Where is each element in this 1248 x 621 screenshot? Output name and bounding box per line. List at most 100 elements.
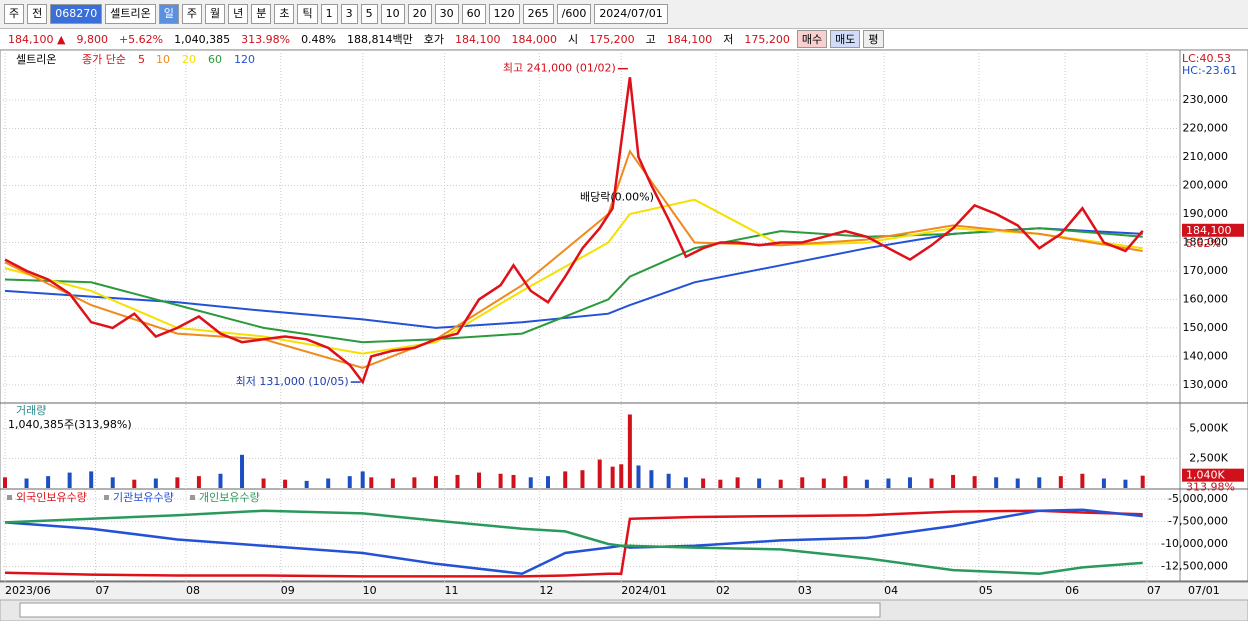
toolbar-item[interactable]: /600 (556, 4, 592, 24)
hc-label: HC:-23.61 (1182, 64, 1237, 77)
toolbar-item[interactable]: 265 (522, 4, 554, 24)
volume-bar (3, 477, 7, 488)
volume-bar (326, 478, 331, 488)
volume-bar (283, 479, 288, 488)
volume-bar (175, 477, 180, 488)
x-tick-label: 08 (186, 584, 200, 597)
volume-bar (1058, 476, 1063, 488)
volume-bar (369, 477, 374, 488)
volume-bar (89, 471, 94, 488)
volume-bar (627, 414, 632, 488)
x-tick-label: 2023/06 (5, 584, 51, 597)
volume-bar (477, 472, 482, 488)
y-tick-label: 2,500K (1189, 451, 1228, 464)
toolbar-item[interactable]: 10 (380, 4, 405, 24)
y-tick-label: 130,000 (1183, 378, 1229, 391)
info-item[interactable]: 매수 (796, 30, 828, 48)
legend-entry: 10 (156, 53, 170, 66)
legend-swatch (104, 495, 109, 500)
volume-bar (886, 478, 891, 488)
y-tick-label: 5,000K (1189, 422, 1228, 435)
toolbar-item[interactable]: 년 (228, 4, 249, 24)
x-tick-label: 2024/01 (621, 584, 667, 597)
volume-last-label: 1,040K (1186, 469, 1225, 482)
y-tick-label: 140,000 (1183, 349, 1229, 362)
x-tick-label: 09 (281, 584, 295, 597)
x-tick-label: 05 (979, 584, 993, 597)
volume-bar (1037, 477, 1042, 488)
volume-bar (1080, 473, 1085, 488)
toolbar-item[interactable]: 주 (4, 4, 25, 24)
toolbar-item[interactable]: 주 (181, 4, 202, 24)
info-item: 저 (723, 33, 734, 46)
toolbar-item[interactable]: 20 (407, 4, 432, 24)
y-tick-label: -10,000,000 (1161, 537, 1228, 550)
x-tick-label: 12 (539, 584, 553, 597)
legend-entry: 120 (234, 53, 255, 66)
volume-bar (1015, 478, 1020, 488)
x-tick-label: 03 (798, 584, 812, 597)
toolbar-item[interactable]: 셀트리온 (105, 4, 156, 24)
x-tick-label: 07/01 (1188, 584, 1220, 597)
series-line (4, 509, 1143, 578)
series-line (4, 198, 1143, 355)
info-item: 1,040,385 (174, 32, 231, 46)
info-item: 175,200 (589, 32, 635, 46)
y-tick-label: 170,000 (1183, 264, 1229, 277)
volume-bar (701, 478, 706, 488)
volume-bar (304, 480, 309, 488)
x-tick-label: 07 (95, 584, 109, 597)
toolbar-item[interactable]: 60 (461, 4, 486, 24)
price-tag (1182, 223, 1244, 237)
series-line (4, 509, 1143, 575)
volume-bar (1140, 475, 1145, 488)
volume-bar (46, 476, 51, 488)
toolbar-item[interactable]: 30 (434, 4, 459, 24)
info-item[interactable]: 매도 (830, 30, 861, 48)
y-tick-label: 200,000 (1183, 178, 1229, 191)
volume-bar (619, 464, 624, 488)
info-item: 9,800 (76, 32, 108, 46)
annotation: 최고 241,000 (01/02) (503, 62, 616, 75)
y-tick-label: -5,000,000 (1168, 492, 1228, 505)
volume-bar (240, 454, 245, 488)
toolbar: 주 전 068270 셀트리온 일 주 월 년 분 초 틱 1 3 5 10 20 30 60 120 265/600… (0, 2, 668, 26)
toolbar-item[interactable]: 120 (488, 4, 520, 24)
info-item: 188,814백만 (347, 33, 413, 46)
toolbar-item[interactable]: 3 (340, 4, 358, 24)
volume-bar (610, 466, 615, 488)
volume-bar (360, 471, 365, 488)
annotation: 배당락(0.00%) (580, 190, 654, 203)
toolbar-item[interactable]: 전 (27, 4, 48, 24)
volume-bar (649, 470, 654, 488)
volume-bar (412, 477, 417, 488)
legend-entry: 기관보유수량 (113, 491, 174, 504)
volume-bar (864, 479, 869, 488)
info-item: 시 (568, 33, 579, 46)
y-tick-label: 190,000 (1183, 207, 1229, 220)
volume-bar (778, 479, 783, 488)
info-item[interactable]: 평 (863, 30, 884, 48)
info-item: 호가 (423, 33, 444, 46)
toolbar-item[interactable]: 1 (320, 4, 338, 24)
series-line (4, 227, 1143, 344)
toolbar-item[interactable]: 5 (360, 4, 378, 24)
toolbar-item[interactable]: 분 (251, 4, 272, 24)
volume-bar (907, 477, 912, 488)
toolbar-item[interactable]: 틱 (297, 4, 318, 24)
lc-label: LC:40.53 (1182, 52, 1231, 65)
toolbar-item[interactable]: 068270 (50, 4, 103, 24)
toolbar-item[interactable]: 초 (274, 4, 295, 24)
toolbar-item[interactable]: 일 (158, 4, 179, 24)
legend-entry: 60 (208, 53, 222, 66)
toolbar-item[interactable]: 월 (204, 4, 226, 24)
annotation: 최저 131,000 (10/05) (236, 375, 349, 388)
volume-bar (455, 474, 460, 488)
volume-bar (843, 476, 848, 488)
volume-bar (433, 476, 438, 488)
series-line (4, 77, 1144, 385)
volume-bar (994, 477, 999, 488)
volume-bar (390, 478, 395, 488)
toolbar-item[interactable]: 2024/07/01 (594, 4, 668, 24)
